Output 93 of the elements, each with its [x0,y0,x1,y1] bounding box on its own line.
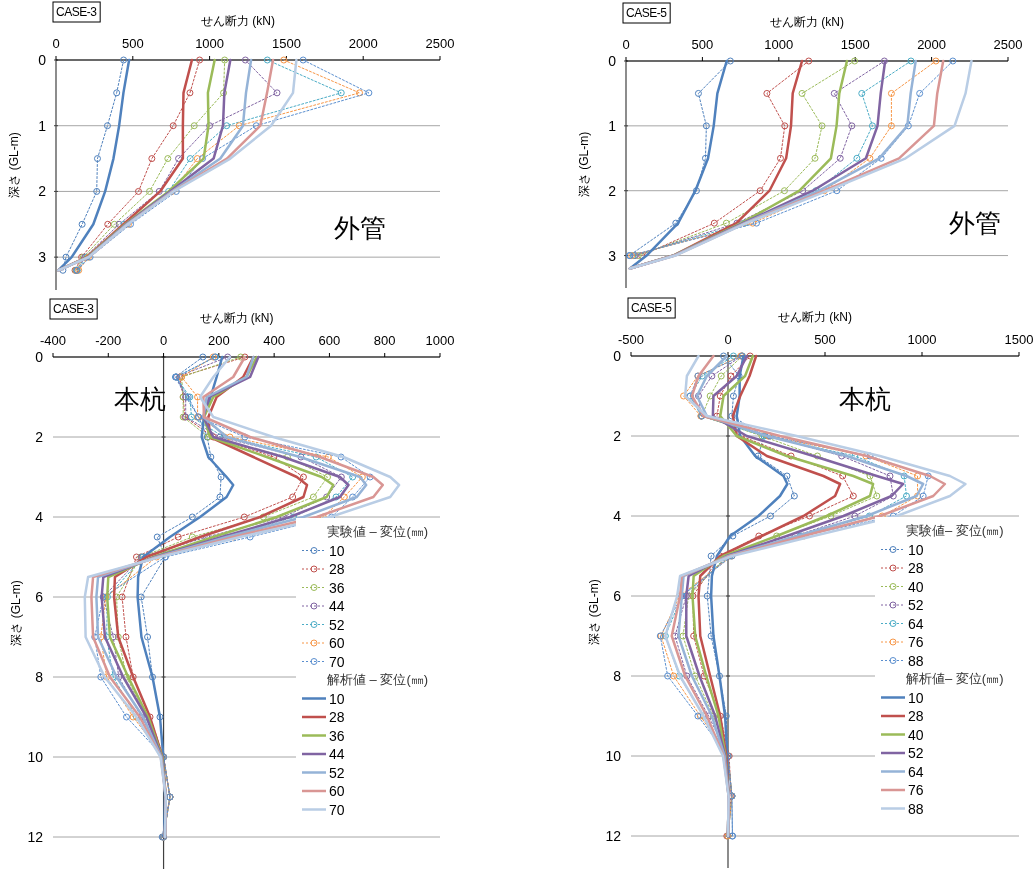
annotation: 外管 [334,213,386,243]
y-tick-label: 2 [35,429,44,445]
y-axis-title: 深さ (GL-m) [9,580,23,646]
y-tick-label: 2 [613,428,622,444]
x-tick-label: 2500 [993,37,1023,52]
legend-label: 28 [329,709,345,725]
legend-label: 88 [908,800,924,817]
x-tick-label: 200 [208,333,230,348]
x-tick-label: -500 [617,332,645,347]
annotation: 本杭 [839,384,891,414]
x-tick-label: 2000 [917,37,947,52]
legend-label: 52 [908,597,924,613]
x-tick-label: -200 [95,333,122,348]
y-tick-label: 2 [38,183,47,200]
y-tick-label: 6 [613,588,622,604]
legend-label: 36 [329,579,345,596]
y-tick-label: 12 [605,828,622,844]
annotation: 解析値– 変位(㎜) [906,671,1004,686]
legend-label: 44 [329,598,345,614]
x-tick-label: 0 [159,333,168,348]
y-tick-label: 10 [27,749,44,765]
chart-title: CASE-5 [626,6,668,20]
y-tick-label: 2 [608,182,617,199]
legend-label: 10 [329,690,345,707]
legend-label: 28 [908,708,924,724]
y-tick-label: 12 [27,829,44,845]
x-tick-label: 0 [52,36,60,51]
legend-label: 28 [908,560,924,576]
y-tick-label: 3 [38,249,47,266]
x-tick-label: 1500 [271,36,301,51]
legend-label: 28 [329,561,345,577]
legend-label: 70 [329,653,345,670]
x-axis-title: せん断力 (kN) [201,14,275,28]
legend-label: 10 [908,689,924,706]
chart-title: CASE-5 [631,301,673,315]
y-tick-label: 6 [35,589,44,605]
annotation: 実験値– 変位(㎜) [906,523,1004,538]
x-tick-label: 800 [373,333,396,348]
legend-label: 76 [908,782,924,798]
x-tick-label: 400 [263,333,285,348]
x-tick-label: 500 [691,37,714,52]
x-tick-label: 500 [814,332,836,347]
legend-label: 40 [908,726,924,743]
legend-label: 70 [329,801,345,818]
y-tick-label: 8 [35,669,44,685]
y-tick-label: 4 [35,509,44,525]
legend-label: 44 [329,746,345,762]
y-axis-title: 深さ (GL-m) [7,132,21,198]
legend-label: 76 [908,634,924,650]
y-axis-title: 深さ (GL-m) [577,131,591,198]
y-tick-label: 0 [608,53,617,69]
annotation: 実験値 – 変位(㎜) [327,524,429,539]
x-tick-label: 1000 [764,37,794,52]
x-axis-title: せん断力 (kN) [778,310,852,324]
legend-label: 88 [908,652,924,669]
legend-label: 60 [329,635,345,651]
x-axis-title: せん断力 (kN) [770,15,844,29]
x-tick-label: 1000 [907,332,937,347]
annotation: 外管 [949,208,1001,238]
x-tick-label: 500 [121,36,144,51]
y-tick-label: 0 [613,348,622,364]
x-tick-label: 1500 [1004,332,1034,347]
y-tick-label: 0 [38,52,47,68]
legend-label: 52 [908,745,924,761]
legend-label: 64 [908,763,924,780]
x-axis-title: せん断力 (kN) [199,311,274,325]
y-tick-label: 3 [608,247,617,264]
y-tick-label: 10 [605,748,622,764]
x-tick-label: 0 [724,332,732,347]
annotation: 解析値 – 変位(㎜) [327,672,429,687]
x-tick-label: 1000 [425,333,455,348]
x-tick-label: 1500 [840,37,870,52]
legend-label: 52 [329,616,345,633]
legend-label: 60 [329,783,345,799]
legend-label: 36 [329,727,345,744]
x-tick-label: -400 [39,333,67,348]
y-tick-label: 4 [613,508,622,524]
chart-title: CASE-3 [56,5,98,19]
legend-label: 52 [329,764,345,781]
x-tick-label: 2500 [425,36,455,51]
y-tick-label: 8 [613,668,622,684]
y-tick-label: 1 [608,117,617,134]
y-tick-label: 0 [35,349,44,365]
legend-label: 10 [908,541,924,558]
legend-label: 40 [908,578,924,595]
x-tick-label: 2000 [348,36,378,51]
y-axis-title: 深さ (GL-m) [587,579,601,645]
y-tick-label: 1 [38,117,47,134]
legend-label: 10 [329,542,345,559]
chart-title: CASE-3 [53,302,95,316]
x-tick-label: 1000 [195,36,225,51]
x-tick-label: 600 [318,333,341,348]
legend-label: 64 [908,615,924,632]
